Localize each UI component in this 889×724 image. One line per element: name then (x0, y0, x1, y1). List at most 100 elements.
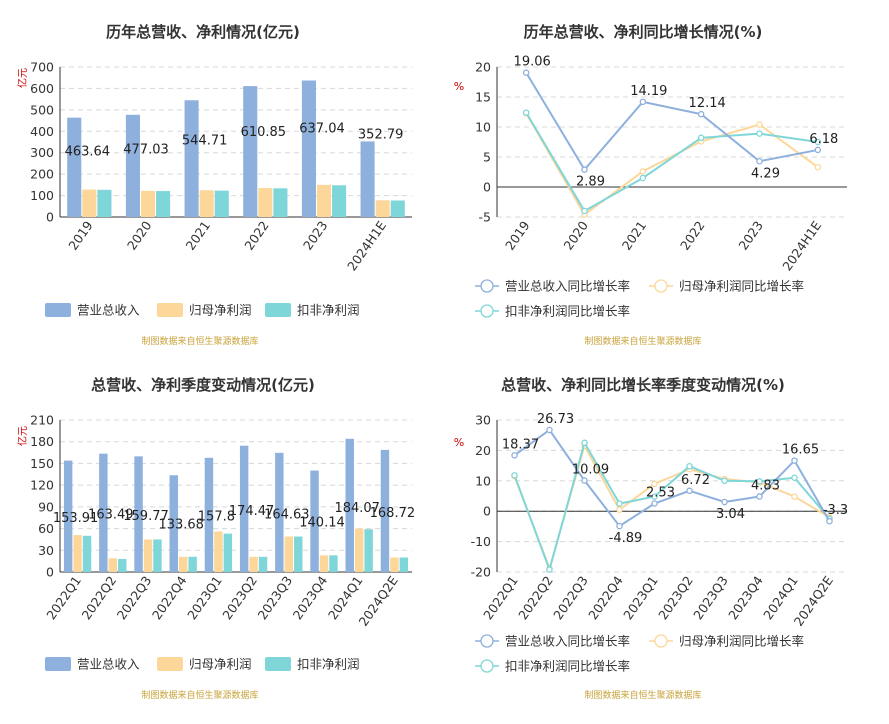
y-tick-label: 15 (475, 90, 491, 105)
line-data-label: 6.18 (809, 132, 838, 147)
series-point (791, 474, 798, 482)
chart-title: 总营收、净利同比增长率季度变动情况(%) (501, 376, 785, 394)
x-tick-label: 2022Q2 (79, 573, 120, 622)
bar-parent-profit (284, 536, 294, 572)
y-axis-unit: 亿元 (16, 426, 29, 446)
bar-parent-profit (316, 184, 332, 217)
x-tick-label: 2023 (300, 218, 331, 253)
bar-parent-profit (199, 190, 214, 217)
line-data-label: -4.89 (609, 531, 643, 546)
series-point (756, 130, 763, 137)
x-tick-label: 2024H1E (779, 218, 824, 273)
y-tick-label: 180 (30, 434, 54, 449)
y-tick-label: 5 (483, 150, 491, 165)
legend-label: 归母净利润同比增长率 (679, 634, 804, 649)
bar-parent-profit (375, 200, 390, 217)
x-tick-label: 2023Q1 (184, 573, 225, 622)
legend-marker (480, 304, 494, 318)
bar-revenue (99, 453, 108, 572)
bar-parent-profit (143, 539, 153, 572)
x-tick-label: 2023Q4 (290, 573, 331, 622)
series-point (756, 478, 763, 485)
legend-label: 扣非净利润同比增长率 (505, 304, 630, 319)
legend-marker (480, 634, 494, 648)
y-axis-unit: % (454, 80, 464, 93)
y-tick-label: 20 (475, 60, 491, 75)
y-tick-label: 10 (475, 473, 491, 488)
legend-label: 归母净利润同比增长率 (679, 279, 804, 294)
x-tick-label: 2023Q4 (725, 573, 766, 622)
bar-deducted-profit (273, 188, 288, 217)
line-data-label: 4.83 (751, 479, 780, 494)
y-axis-unit: % (454, 436, 464, 449)
bar-deducted-profit (97, 189, 112, 217)
x-tick-label: 2022 (241, 218, 272, 253)
series-point (651, 493, 658, 500)
x-tick-label: 2020 (124, 218, 155, 253)
legend-label: 扣非净利润 (297, 657, 360, 672)
bar-data-label: 174.47 (229, 504, 275, 519)
y-tick-label: 30 (475, 413, 491, 428)
chart-title: 总营收、净利季度变动情况(亿元) (91, 376, 315, 394)
x-tick-label: 2021 (183, 218, 214, 253)
legend-label: 归母净利润 (189, 657, 252, 672)
bar-data-label: 352.79 (358, 127, 404, 142)
y-tick-label: 0 (46, 565, 54, 580)
bar-deducted-profit (390, 200, 405, 217)
chart-panel-3: 总营收、净利季度变动情况(亿元) 亿元 0 30 60 90 120 150 180 210 202… (16, 376, 415, 701)
legend: 营业总收入 归母净利润 扣非净利润 (45, 657, 360, 672)
bar-data-label: 164.63 (264, 507, 310, 522)
x-tick-label: 2022 (677, 218, 708, 253)
series-point (522, 69, 530, 76)
line-data-label: 10.09 (572, 463, 609, 478)
bar-data-label: 157.8 (198, 510, 235, 525)
bar-parent-profit (354, 528, 364, 572)
legend-label: 营业总收入 (77, 657, 140, 672)
series-point (791, 457, 798, 464)
y-tick-label: -5 (479, 210, 491, 225)
y-tick-label: 0 (483, 180, 491, 195)
source-note: 制图数据来自恒生聚源数据库 (584, 335, 701, 347)
legend-marker (654, 279, 668, 293)
x-tick-label: 2022Q2 (515, 573, 556, 622)
series-point (756, 121, 763, 128)
bar-deducted-profit (258, 556, 268, 572)
legend-marker (480, 659, 494, 673)
x-tick-label: 2022Q4 (585, 573, 626, 622)
bar-parent-profit (249, 556, 258, 572)
x-tick-label: 2019 (65, 218, 96, 253)
bar-parent-profit (319, 555, 329, 572)
y-tick-label: 0 (483, 504, 491, 519)
series-point (651, 480, 658, 488)
series-point (814, 163, 822, 171)
chart-title: 历年总营收、净利同比增长情况(%) (524, 23, 763, 41)
source-note: 制图数据来自恒生聚源数据库 (141, 335, 258, 347)
y-tick-label: 150 (30, 456, 54, 471)
y-tick-label: 200 (30, 167, 54, 182)
series-point (639, 98, 647, 106)
bar-data-label: 463.64 (65, 144, 111, 159)
series-point (814, 146, 822, 154)
bar-data-label: 133.68 (158, 517, 204, 532)
bar-deducted-profit (188, 556, 197, 572)
legend-marker (654, 634, 668, 648)
bar-deducted-profit (156, 191, 171, 217)
x-tick-label: 2022Q1 (43, 573, 84, 622)
legend-swatch (265, 303, 291, 317)
series-point (616, 506, 623, 513)
series-point (721, 477, 728, 485)
series-point (697, 110, 705, 118)
chart-title: 历年总营收、净利情况(亿元) (106, 23, 300, 41)
series-point (546, 566, 553, 573)
x-tick-label: 2024H1E (344, 218, 389, 273)
series-point (697, 134, 705, 142)
series-point (756, 493, 763, 500)
legend-label: 营业总收入同比增长率 (505, 279, 630, 294)
y-tick-label: 700 (30, 60, 54, 75)
series-point (826, 517, 833, 525)
bar-revenue (67, 117, 82, 217)
legend-swatch (157, 303, 183, 317)
bar-deducted-profit (223, 533, 233, 572)
